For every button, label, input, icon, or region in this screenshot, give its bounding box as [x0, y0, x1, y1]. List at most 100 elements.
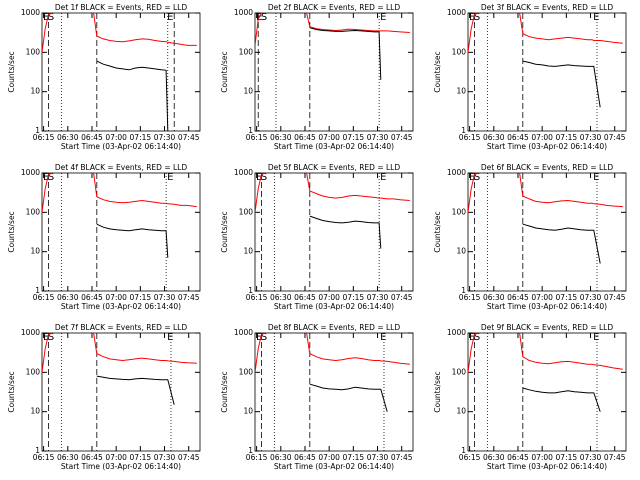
annotation: E [593, 12, 599, 23]
panel: Det 1f BLACK = Events, RED = LLD Counts/s… [7, 3, 201, 151]
x-tick-label: 07:30 [154, 453, 176, 462]
panel: Det 7f BLACK = Events, RED = LLD Counts/s… [7, 323, 201, 471]
x-axis-label: Start Time (03-Apr-02 06:14:40) [487, 462, 607, 471]
annotation: S [261, 172, 267, 183]
series-line [309, 215, 382, 249]
annotation: E [593, 332, 599, 343]
x-tick-label: 07:30 [154, 133, 176, 142]
x-tick-label: 07:30 [580, 293, 602, 302]
y-tick-label: 100 [239, 47, 254, 56]
annotation: E [380, 332, 386, 343]
chart-title: Det 7f BLACK = Events, RED = LLD [55, 323, 188, 332]
x-axis-label: Start Time (03-Apr-02 06:14:40) [61, 462, 181, 471]
chart-title: Det 6f BLACK = Events, RED = LLD [481, 163, 614, 172]
panel: Det 5f BLACK = Events, RED = LLD Counts/s… [220, 163, 414, 311]
plot-frame [41, 12, 201, 132]
plot-frame [41, 172, 201, 292]
x-axis-label: Start Time (03-Apr-02 06:14:40) [487, 142, 607, 151]
y-tick-label: 1 [248, 126, 253, 135]
y-tick-label: 1 [461, 126, 466, 135]
x-tick-label: 07:00 [105, 293, 127, 302]
panel: Det 6f BLACK = Events, RED = LLD Counts/s… [433, 163, 627, 311]
annotation: S [474, 12, 480, 23]
series-line [522, 60, 601, 108]
annotation: E [167, 332, 173, 343]
x-tick-label: 07:30 [154, 293, 176, 302]
x-tick-label: 07:15 [556, 453, 578, 462]
annotation: S [48, 12, 54, 23]
x-axis-label: Start Time (03-Apr-02 06:14:40) [61, 302, 181, 311]
y-axis-label: Counts/sec [7, 51, 16, 92]
x-tick-label: 07:15 [556, 133, 578, 142]
series-line [96, 223, 169, 258]
annotation: E [593, 172, 599, 183]
series-line [255, 333, 410, 373]
y-axis-label: Counts/sec [220, 371, 229, 412]
x-tick-label: 07:45 [391, 133, 413, 142]
y-tick-label: 1000 [447, 328, 466, 337]
annotation: E [167, 172, 173, 183]
x-axis-label: Start Time (03-Apr-02 06:14:40) [274, 462, 394, 471]
x-tick-label: 07:30 [367, 133, 389, 142]
x-tick-label: 06:45 [81, 133, 103, 142]
y-tick-label: 1 [35, 286, 40, 295]
panel: Det 8f BLACK = Events, RED = LLD Counts/s… [220, 323, 414, 471]
annotation: E [43, 332, 49, 343]
x-tick-label: 07:15 [343, 133, 365, 142]
x-tick-label: 07:45 [391, 453, 413, 462]
y-tick-label: 100 [26, 207, 41, 216]
y-tick-label: 10 [456, 247, 466, 256]
x-tick-label: 07:45 [604, 453, 626, 462]
annotation: S [48, 332, 54, 343]
chart-title: Det 2f BLACK = Events, RED = LLD [268, 3, 401, 12]
x-tick-label: 06:15 [33, 453, 55, 462]
chart-title: Det 4f BLACK = Events, RED = LLD [55, 163, 188, 172]
x-tick-label: 06:45 [294, 133, 316, 142]
series-line [522, 223, 601, 264]
x-tick-label: 06:30 [270, 453, 292, 462]
series-line [309, 27, 382, 80]
x-tick-label: 06:15 [459, 453, 481, 462]
annotation: S [261, 12, 267, 23]
x-tick-label: 07:15 [130, 453, 152, 462]
y-tick-label: 100 [26, 367, 41, 376]
x-tick-label: 07:30 [367, 453, 389, 462]
annotation: S [474, 172, 480, 183]
annotation: E [43, 12, 49, 23]
x-tick-label: 07:45 [391, 293, 413, 302]
y-tick-label: 1000 [21, 328, 40, 337]
x-tick-label: 06:30 [57, 133, 79, 142]
y-tick-label: 1000 [447, 168, 466, 177]
y-tick-label: 1000 [21, 8, 40, 17]
y-tick-label: 10 [243, 407, 253, 416]
x-tick-label: 06:45 [507, 453, 529, 462]
y-tick-label: 10 [30, 247, 40, 256]
x-tick-label: 07:00 [531, 293, 553, 302]
x-tick-label: 06:45 [507, 133, 529, 142]
series-line [255, 173, 410, 213]
x-tick-label: 07:30 [580, 133, 602, 142]
chart-title: Det 8f BLACK = Events, RED = LLD [268, 323, 401, 332]
panel: Det 3f BLACK = Events, RED = LLD Counts/s… [433, 3, 627, 151]
annotation: E [256, 332, 262, 343]
y-tick-label: 1 [461, 286, 466, 295]
chart-title: Det 3f BLACK = Events, RED = LLD [481, 3, 614, 12]
annotation: E [380, 12, 386, 23]
series-line [522, 387, 601, 412]
x-tick-label: 07:00 [531, 453, 553, 462]
series-line [255, 13, 410, 46]
annotation: E [380, 172, 386, 183]
y-tick-label: 1 [248, 446, 253, 455]
x-tick-label: 06:30 [483, 133, 505, 142]
x-tick-label: 07:45 [604, 293, 626, 302]
panel: Det 2f BLACK = Events, RED = LLD Counts/s… [220, 3, 414, 151]
y-tick-label: 1000 [21, 168, 40, 177]
x-tick-label: 07:00 [105, 453, 127, 462]
y-axis-label: Counts/sec [433, 51, 442, 92]
chart-title: Det 9f BLACK = Events, RED = LLD [481, 323, 614, 332]
x-tick-label: 07:15 [556, 293, 578, 302]
x-axis-label: Start Time (03-Apr-02 06:14:40) [274, 302, 394, 311]
x-tick-label: 06:30 [270, 133, 292, 142]
y-tick-label: 10 [243, 87, 253, 96]
plot-frame [254, 172, 414, 292]
